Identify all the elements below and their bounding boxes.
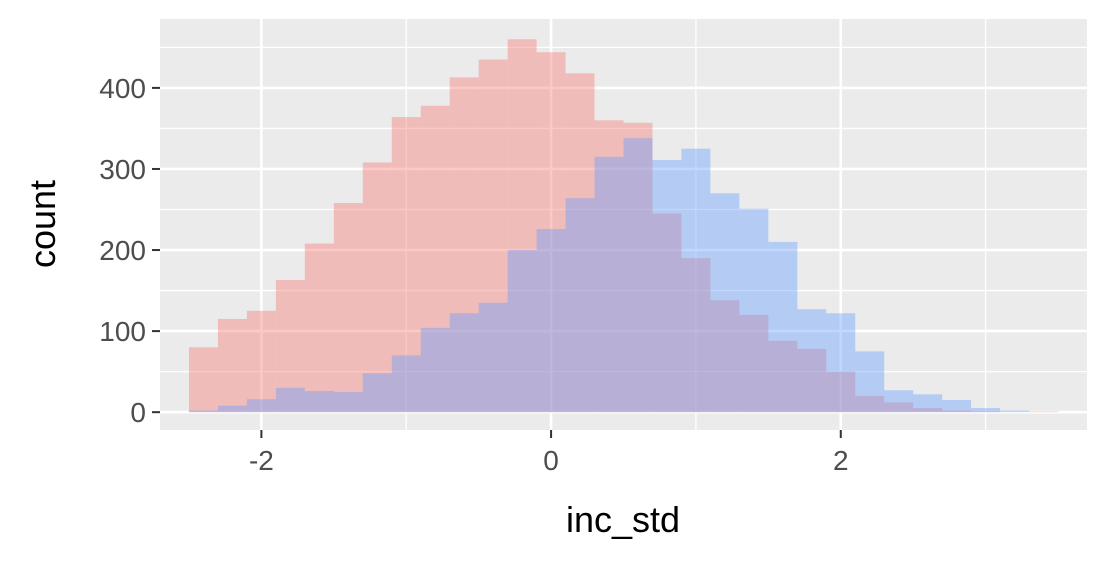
- x-axis: -2 0 2: [249, 430, 849, 476]
- histogram-bars: [188, 39, 1059, 413]
- histogram-bar-series-2: [333, 391, 363, 413]
- histogram-bar-series-1: [362, 162, 392, 413]
- histogram-bar-series-2: [217, 405, 247, 413]
- y-tick-label: 0: [130, 397, 146, 428]
- y-tick-label: 100: [99, 316, 146, 347]
- histogram-bar-series-2: [594, 156, 624, 413]
- histogram-bar-series-1: [884, 402, 914, 413]
- histogram-bar-series-2: [739, 208, 769, 413]
- histogram-bar-series-2: [768, 241, 798, 413]
- histogram-bar-series-1: [391, 117, 421, 413]
- histogram-bar-series-1: [768, 340, 798, 413]
- histogram-bar-series-2: [826, 313, 856, 413]
- y-axis-title: count: [22, 180, 63, 268]
- histogram-bar-series-2: [449, 313, 479, 413]
- histogram-bar-series-1: [855, 395, 885, 413]
- histogram-bar-series-1: [681, 258, 711, 413]
- histogram-bar-series-2: [1000, 410, 1030, 413]
- histogram-bar-series-1: [710, 300, 740, 413]
- histogram-bar-series-2: [304, 391, 334, 413]
- histogram-bar-series-2: [391, 355, 421, 413]
- histogram-bar-series-1: [246, 310, 276, 413]
- histogram-bar-series-2: [420, 327, 450, 413]
- histogram-bar-series-1: [217, 318, 247, 413]
- histogram-bar-series-1: [565, 73, 595, 413]
- histogram-bar-series-2: [507, 250, 537, 413]
- histogram-bar-series-1: [507, 39, 537, 413]
- histogram-bar-series-1: [188, 347, 218, 413]
- x-axis-title: inc_std: [566, 499, 680, 540]
- histogram-bar-series-1: [623, 122, 653, 413]
- histogram-bar-series-2: [855, 351, 885, 413]
- histogram-bar-series-2: [478, 302, 508, 413]
- histogram-bar-series-1: [913, 408, 943, 413]
- histogram-bar-series-2: [623, 138, 653, 413]
- histogram-bar-series-2: [797, 309, 827, 413]
- histogram-bar-series-2: [275, 387, 305, 413]
- histogram-bar-series-2: [565, 198, 595, 413]
- x-tick-label: -2: [249, 445, 274, 476]
- histogram-bar-series-2: [913, 394, 943, 413]
- histogram-bar-series-2: [681, 148, 711, 413]
- x-tick-label: 2: [833, 445, 849, 476]
- histogram-bar-series-1: [449, 77, 479, 413]
- y-tick-label: 200: [99, 235, 146, 266]
- histogram-bar-series-2: [652, 160, 682, 413]
- histogram-bar-series-1: [1029, 411, 1059, 413]
- y-axis: 0 100 200 300 400: [99, 73, 160, 428]
- histogram-bar-series-1: [536, 52, 566, 413]
- histogram-bar-series-2: [536, 228, 566, 413]
- x-tick-label: 0: [543, 445, 559, 476]
- histogram-bar-series-2: [188, 410, 218, 413]
- histogram-bar-series-1: [333, 203, 363, 413]
- y-tick-label: 300: [99, 154, 146, 185]
- histogram-bar-series-1: [826, 371, 856, 413]
- histogram-bar-series-1: [971, 411, 1001, 413]
- histogram-bar-series-1: [478, 59, 508, 413]
- histogram-bar-series-1: [594, 120, 624, 413]
- histogram-bar-series-1: [304, 243, 334, 413]
- histogram-bar-series-2: [884, 390, 914, 413]
- histogram-bar-series-2: [246, 399, 276, 413]
- histogram-bar-series-2: [942, 400, 972, 413]
- major-gridlines: [160, 19, 1087, 430]
- y-tick-label: 400: [99, 73, 146, 104]
- histogram-bar-series-2: [362, 373, 392, 413]
- histogram-bar-series-2: [710, 193, 740, 413]
- histogram-bar-series-1: [942, 410, 972, 413]
- histogram-bar-series-1: [420, 105, 450, 413]
- histogram-bar-series-1: [275, 280, 305, 413]
- histogram-bar-series-1: [739, 314, 769, 413]
- histogram-bar-series-1: [652, 213, 682, 413]
- histogram-bar-series-2: [971, 408, 1001, 413]
- histogram-bar-series-1: [797, 348, 827, 413]
